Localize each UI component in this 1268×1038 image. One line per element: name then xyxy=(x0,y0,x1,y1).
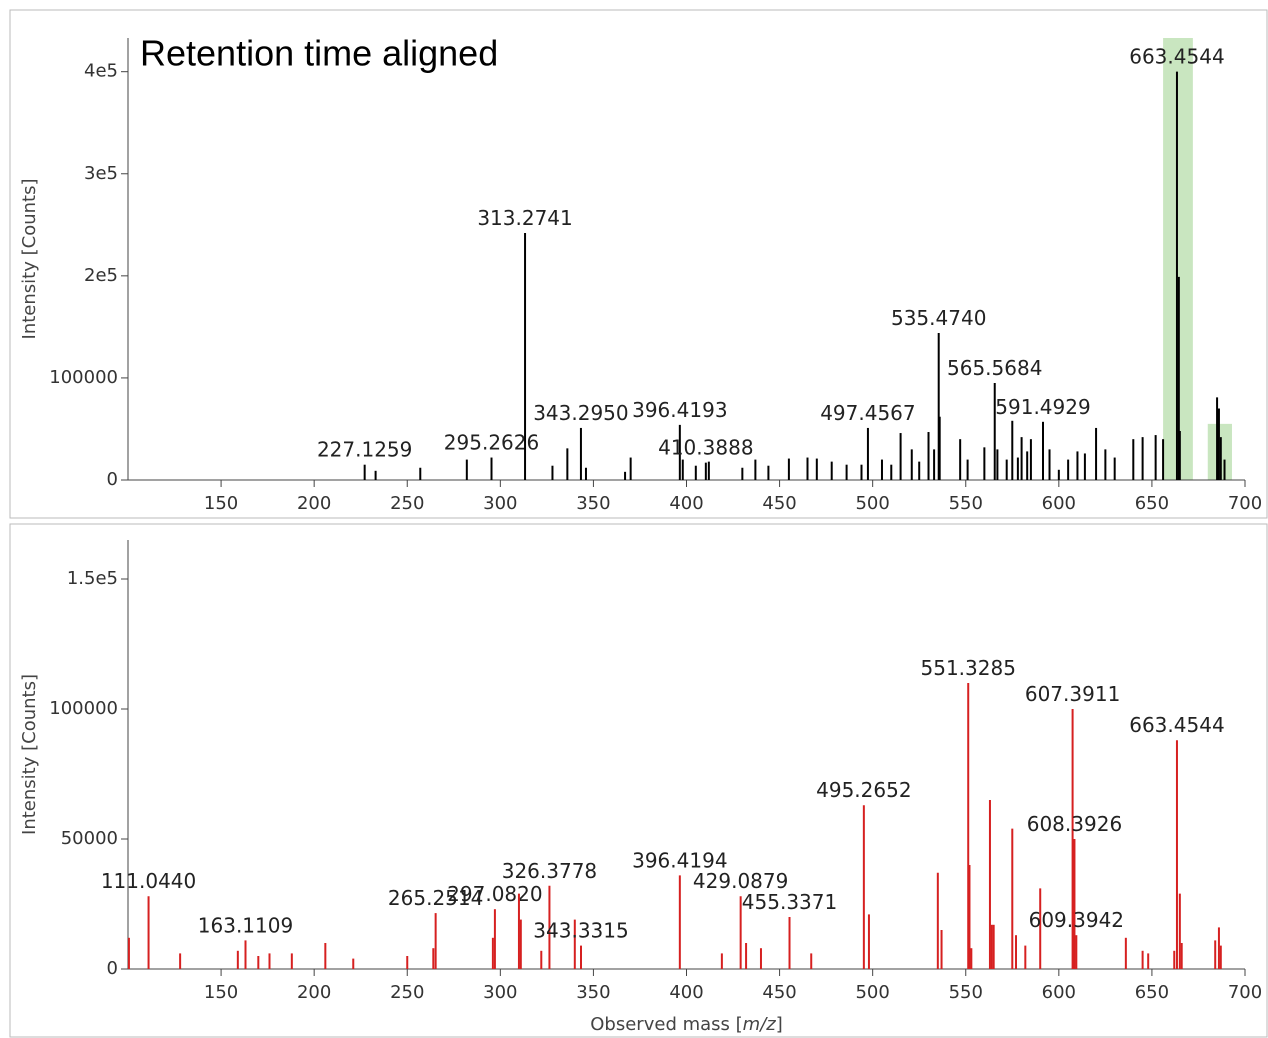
x-tick-label: 650 xyxy=(1135,982,1169,1003)
x-tick-label: 400 xyxy=(669,982,703,1003)
x-tick-label: 700 xyxy=(1228,982,1262,1003)
x-tick-label: 450 xyxy=(762,493,796,514)
y-tick-label: 3e5 xyxy=(84,163,118,184)
y-axis-label: Intensity [Counts] xyxy=(19,179,40,340)
y-tick-label: 0 xyxy=(107,469,118,490)
peak-label: 455.3371 xyxy=(742,890,837,914)
x-tick-label: 350 xyxy=(576,982,610,1003)
x-tick-label: 300 xyxy=(483,982,517,1003)
peak-label: 265.2514 xyxy=(388,886,483,910)
peak-label: 663.4544 xyxy=(1129,45,1224,69)
x-axis-label-end: ] xyxy=(776,1014,783,1035)
peak-label: 343.2950 xyxy=(533,401,628,425)
peak-label: 663.4544 xyxy=(1129,713,1224,737)
y-tick-label: 100000 xyxy=(49,698,118,719)
x-tick-label: 150 xyxy=(204,493,238,514)
peak-label: 343.3315 xyxy=(533,919,628,943)
y-tick-label: 0 xyxy=(107,958,118,979)
x-tick-label: 250 xyxy=(390,493,424,514)
x-tick-label: 450 xyxy=(762,982,796,1003)
y-tick-label: 4e5 xyxy=(84,61,118,82)
x-tick-label: 250 xyxy=(390,982,424,1003)
chart-title: Retention time aligned xyxy=(140,33,498,74)
peak-label: 111.0440 xyxy=(101,869,196,893)
y-tick-label: 50000 xyxy=(61,828,118,849)
peak-label: 163.1109 xyxy=(198,913,293,937)
peak-label: 396.4193 xyxy=(632,398,727,422)
peak-label: 497.4567 xyxy=(820,401,915,425)
panel-frame xyxy=(9,523,1268,1038)
peak-label: 313.2741 xyxy=(477,206,572,230)
x-tick-label: 600 xyxy=(1042,982,1076,1003)
peak-label: 429.0879 xyxy=(693,869,788,893)
x-tick-label: 200 xyxy=(297,982,331,1003)
x-tick-label: 200 xyxy=(297,493,331,514)
peak-label: 396.4194 xyxy=(632,848,727,872)
peak-label: 565.5684 xyxy=(947,356,1042,380)
x-tick-label: 500 xyxy=(855,493,889,514)
peak-label: 535.4740 xyxy=(891,306,986,330)
peak-label: 607.3911 xyxy=(1025,682,1120,706)
x-tick-label: 150 xyxy=(204,982,238,1003)
peak-label: 495.2652 xyxy=(816,778,911,802)
x-tick-label: 500 xyxy=(855,982,889,1003)
peak-label: 591.4929 xyxy=(995,395,1090,419)
peak-label: 297.0820 xyxy=(447,882,542,906)
peak-label: 609.3942 xyxy=(1029,908,1124,932)
x-tick-label: 550 xyxy=(949,982,983,1003)
x-axis-label-text: Observed mass [ xyxy=(590,1014,742,1035)
peak-label: 410.3888 xyxy=(658,436,753,460)
x-axis-label-unit: m/z xyxy=(743,1014,777,1035)
x-tick-label: 650 xyxy=(1135,493,1169,514)
x-tick-label: 400 xyxy=(669,493,703,514)
x-tick-label: 350 xyxy=(576,493,610,514)
x-tick-label: 550 xyxy=(949,493,983,514)
peak-label: 551.3285 xyxy=(921,656,1016,680)
y-tick-label: 100000 xyxy=(49,367,118,388)
x-tick-label: 700 xyxy=(1228,493,1262,514)
x-tick-label: 600 xyxy=(1042,493,1076,514)
y-tick-label: 2e5 xyxy=(84,265,118,286)
peak-label: 295.2626 xyxy=(444,431,539,455)
x-tick-label: 300 xyxy=(483,493,517,514)
peak-label: 608.3926 xyxy=(1027,812,1122,836)
peak-label: 227.1259 xyxy=(317,438,412,462)
panel-frame xyxy=(9,9,1268,519)
y-axis-label: Intensity [Counts] xyxy=(19,674,40,835)
y-tick-label: 1.5e5 xyxy=(67,568,118,589)
x-axis-label: Observed mass [m/z] xyxy=(590,1014,782,1035)
peak-label: 326.3778 xyxy=(502,859,597,883)
